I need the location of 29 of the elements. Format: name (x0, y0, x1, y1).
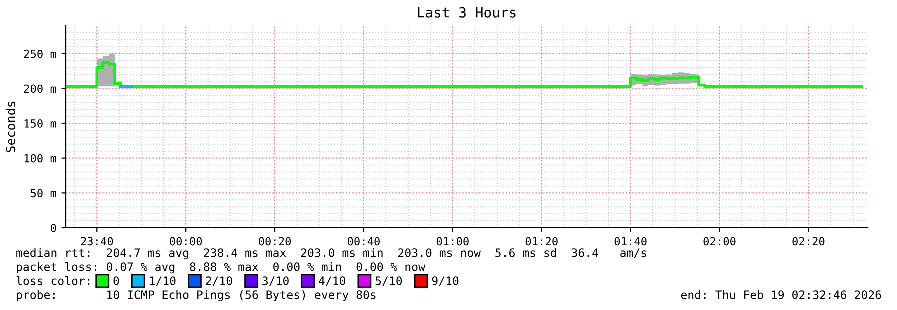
legend-label: 2/10 (206, 276, 232, 286)
y-tick-label: 0 (51, 224, 56, 232)
text: loss color: (16, 276, 90, 286)
x-tick-label: 01:00 (436, 237, 469, 246)
legend-label: 5/10 (376, 276, 402, 286)
y-axis-title: Seconds (6, 102, 16, 152)
text: packet loss: 0.07 % avg 8.88 % max 0.00 % min 0.00 % now (17, 262, 426, 274)
y-tick-label: 150 m (24, 120, 56, 128)
text: end: Thu Feb 19 02:32:46 2026 (681, 290, 882, 300)
y-tick-label: 50 m (30, 189, 56, 198)
x-tick-label: 00:40 (348, 237, 380, 246)
legend-label: 3/10 (262, 276, 289, 286)
text: probe: 10 ICMP Echo Pings (56 Bytes) every 80s (17, 290, 376, 302)
x-tick-label: 00:20 (259, 237, 292, 246)
x-tick-label: 02:20 (792, 237, 825, 246)
x-tick-label: 02:00 (704, 237, 736, 246)
legend-label: 4/10 (319, 276, 346, 286)
x-tick-label: 00:00 (170, 237, 202, 246)
legend-label: 9/10 (432, 276, 459, 286)
y-tick-label: 200 m (24, 84, 56, 94)
chart-title: Last 3 Hours (418, 7, 516, 18)
x-tick-label: 01:40 (614, 237, 647, 246)
x-tick-label: 23:40 (81, 237, 114, 246)
x-tick-label: 01:20 (526, 237, 558, 246)
legend-label: 0 (114, 276, 120, 286)
y-tick-label: 250 m (24, 50, 56, 58)
legend-label: 1/10 (150, 276, 176, 286)
y-tick-label: 100 m (24, 154, 56, 163)
text: median rtt: 204.7 ms avg 238.4 ms max 203.0 ms min 203.0 ms now 5.6 ms sd 36.4 am/s (16, 248, 646, 260)
